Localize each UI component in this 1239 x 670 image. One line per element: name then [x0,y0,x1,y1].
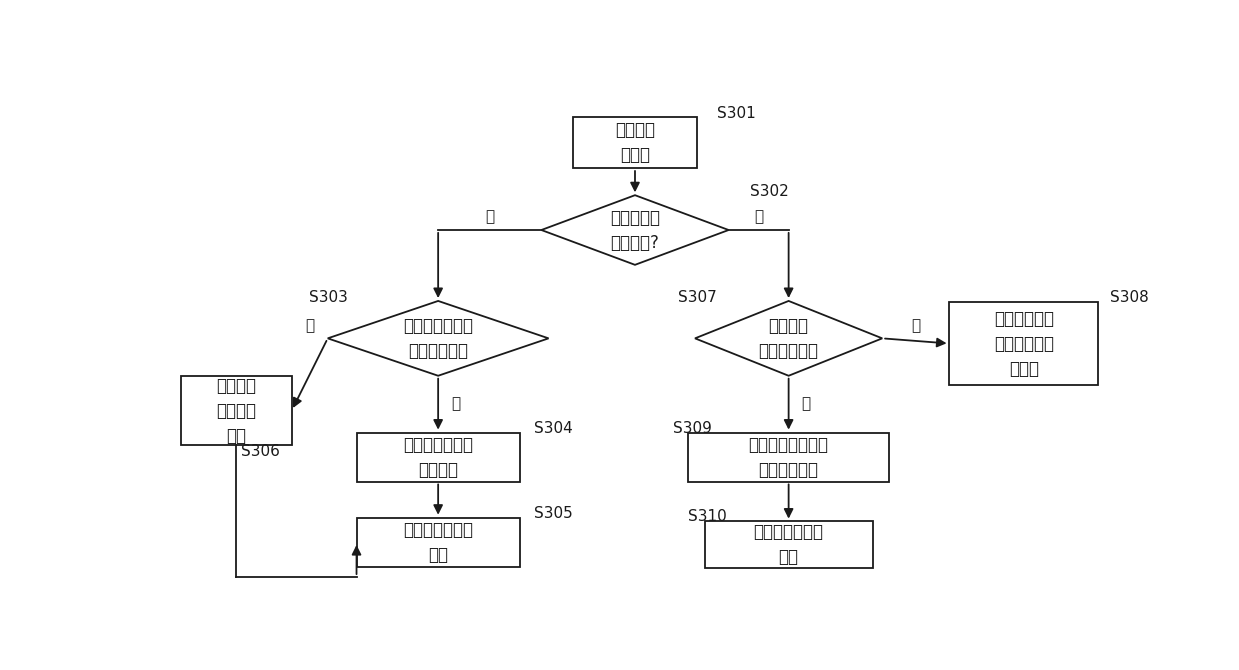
Text: S303: S303 [309,289,347,305]
Text: 是: 是 [451,397,460,411]
Text: S304: S304 [534,421,572,436]
Text: 与上一帧处理
结果加权后输
出显示: 与上一帧处理 结果加权后输 出显示 [994,310,1054,377]
Text: 是: 是 [755,210,763,224]
Text: S310: S310 [688,509,726,524]
Text: S301: S301 [716,107,756,121]
Text: S307: S307 [678,289,717,305]
Bar [572,117,698,168]
Text: S306: S306 [242,444,280,460]
Text: 系统有动态
处理起点?: 系统有动态 处理起点? [610,208,660,251]
Text: S308: S308 [1110,289,1149,305]
Bar [949,302,1098,385]
Text: 当前帧直接输出
显示: 当前帧直接输出 显示 [403,521,473,563]
Polygon shape [695,301,882,376]
Text: S309: S309 [674,421,712,436]
Text: 直接取上一帧处理
结果输出显示: 直接取上一帧处理 结果输出显示 [748,436,829,478]
Text: 当前帧处
理开始: 当前帧处 理开始 [615,121,655,163]
Bar [357,433,520,482]
Bar [705,521,872,568]
Text: S305: S305 [534,507,572,521]
Text: 原动态处理起点
失效: 原动态处理起点 失效 [753,523,824,566]
Text: 否: 否 [305,318,315,333]
Polygon shape [541,195,729,265]
Text: 质量是否
满足系统要求: 质量是否 满足系统要求 [758,317,819,360]
Bar [688,433,890,482]
Polygon shape [327,301,549,376]
Text: 否: 否 [486,210,494,224]
Text: 当前帧不
进行输出
显示: 当前帧不 进行输出 显示 [217,377,256,445]
Text: 是: 是 [912,318,921,333]
Text: S302: S302 [751,184,789,199]
Text: 否: 否 [802,397,810,411]
Text: 当前帧质量是否
满足系统要求: 当前帧质量是否 满足系统要求 [403,317,473,360]
Bar [357,518,520,567]
Text: 记当前帧为动态
处理起点: 记当前帧为动态 处理起点 [403,436,473,478]
Bar [181,376,291,446]
